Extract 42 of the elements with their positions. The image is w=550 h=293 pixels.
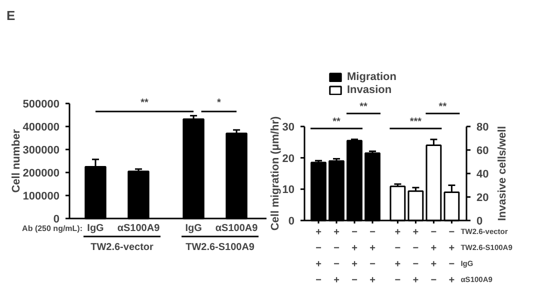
y-tick-label: 100000 — [22, 190, 60, 202]
x-tick-label: + − + − — [316, 227, 322, 286]
legend-label: Invasion — [347, 83, 392, 96]
y2-tick-label: 60 — [476, 145, 489, 157]
annotation: ** — [332, 116, 340, 128]
y-axis-title: Cell number — [10, 128, 22, 193]
y-tick-label: 300000 — [22, 144, 60, 156]
y2-tick-label: 0 — [476, 216, 483, 228]
x-tick-label: αS100A9 — [117, 223, 160, 234]
annotation: *** — [410, 116, 422, 128]
y-tick-label: 500000 — [22, 98, 60, 110]
text: ** — [360, 102, 368, 112]
y2-tick-label: 40 — [476, 168, 489, 180]
text: Ab (250 ng/mL): — [22, 224, 83, 233]
text: E — [6, 8, 16, 23]
y2-tick-label: 80 — [476, 122, 489, 134]
annotation: * — [216, 98, 221, 108]
annotation: ** — [140, 98, 149, 108]
y-axis-title: Cell migration (μm/hr) — [270, 116, 282, 231]
x-tick-label: − + + − — [430, 227, 437, 286]
text: ** — [438, 102, 447, 112]
y-tick-label: 30 — [282, 122, 295, 134]
x-tick-label: + − + − — [394, 227, 401, 286]
y-tick-label: 400000 — [22, 122, 60, 134]
y-tick-label: 0 — [288, 216, 295, 228]
y-tick-label: 200000 — [22, 168, 60, 180]
y2-axis-title: Invasive cells/well — [496, 126, 508, 221]
x-tick-label: + − − + — [334, 227, 340, 286]
y-tick-label: 20 — [282, 152, 295, 165]
x-tick-label: − + − + — [448, 227, 455, 286]
x-tick-label: IgG — [185, 223, 202, 234]
y-tick-label: 10 — [282, 184, 295, 196]
x-tick-label: αS100A9 — [215, 223, 258, 234]
text: TW2.6-vector — [90, 242, 154, 253]
x-tick-label: − + + − — [352, 227, 358, 286]
x-tick-label: − + − + — [370, 227, 376, 286]
y2-tick-label: 20 — [476, 192, 489, 204]
x-tick-label: + − − + — [412, 227, 419, 286]
x-tick-label: IgG — [87, 223, 104, 234]
y-tick-label: 0 — [53, 214, 60, 226]
legend-label: Migration — [347, 70, 396, 83]
text: TW2.6-S100A9 — [186, 242, 255, 253]
